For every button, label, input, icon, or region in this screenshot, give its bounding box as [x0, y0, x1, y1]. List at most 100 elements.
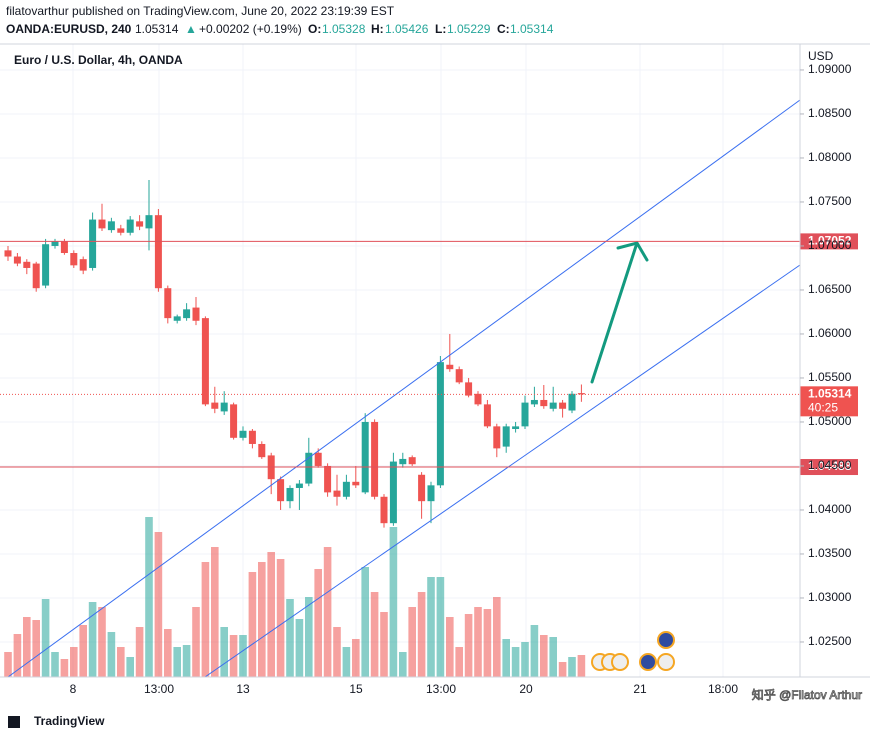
candle-body	[389, 461, 397, 524]
last: 1.05314	[135, 22, 179, 36]
candle-body	[220, 402, 228, 412]
volume-bar	[23, 617, 31, 677]
volume-bar	[60, 659, 69, 677]
volume-bar	[530, 625, 539, 677]
volume-bar	[4, 652, 12, 677]
volume-bar	[455, 647, 463, 677]
logo: TradingView	[8, 714, 105, 728]
c-label: C:	[497, 22, 510, 36]
volume-bar	[361, 567, 369, 677]
volume-bar	[248, 572, 257, 677]
volume-bar	[352, 639, 360, 677]
candle-body	[277, 479, 285, 502]
y-tick-label: 1.03000	[808, 590, 852, 604]
candle-body	[154, 215, 162, 289]
volume-bar	[370, 592, 379, 677]
candle-body	[13, 256, 21, 264]
y-tick-label: 1.05000	[808, 414, 852, 428]
channel-lower	[204, 264, 801, 678]
y-tick-label: 1.05500	[808, 370, 852, 384]
volume-bar	[399, 652, 407, 677]
volume-bar	[502, 639, 510, 677]
c-value: 1.05314	[510, 22, 554, 36]
volume-bar	[436, 577, 445, 677]
volume-bar	[41, 599, 50, 677]
candle-body	[502, 426, 510, 447]
volume-bar	[577, 655, 586, 677]
level-label-box	[800, 233, 858, 250]
volume-bar	[211, 547, 219, 677]
candle-body	[164, 288, 172, 319]
candle-body	[418, 474, 426, 502]
y-tick-label: 1.02500	[808, 634, 852, 648]
volume-bar	[408, 607, 416, 677]
volume-bar	[314, 569, 322, 677]
volume-bar	[192, 607, 200, 677]
current-price-box	[800, 386, 858, 417]
candle-body	[211, 402, 219, 409]
volume-bar	[229, 635, 238, 677]
volume-bar	[521, 642, 529, 677]
candle-body	[89, 219, 97, 268]
volume-bar	[145, 517, 153, 677]
volume-bar	[511, 647, 520, 677]
y-tick-label: 1.04500	[808, 458, 852, 472]
candle-body	[465, 382, 473, 396]
volume-bar	[126, 657, 134, 677]
channel-upper	[7, 99, 801, 678]
volume	[4, 517, 586, 677]
candle-body	[521, 402, 529, 427]
volume-bar	[323, 547, 332, 677]
x-tick-label: 21	[633, 682, 647, 696]
y-tick-label: 1.08000	[808, 150, 852, 164]
level-label: 1.07052	[808, 234, 852, 248]
volume-bar	[276, 559, 285, 677]
volume-bar	[173, 647, 181, 677]
candle-body	[427, 485, 435, 502]
candle-body	[512, 426, 520, 430]
candle-body	[70, 253, 78, 266]
candle-body	[42, 244, 50, 286]
x-tick-label: 8	[70, 682, 77, 696]
candle-body	[446, 364, 454, 370]
o-label: O:	[308, 22, 321, 36]
candle-body	[577, 393, 585, 395]
logo-text: TradingView	[34, 714, 105, 728]
volume-bar	[154, 532, 163, 677]
volume-bar	[164, 629, 172, 677]
h-label: H:	[371, 22, 384, 36]
volume-bar	[267, 552, 275, 677]
candle-body	[352, 481, 360, 486]
current-price-label: 1.05314	[808, 387, 852, 401]
volume-bar	[70, 647, 78, 677]
level-label: 1.04488	[808, 459, 852, 473]
candle-body	[295, 483, 303, 488]
candle-body	[455, 369, 463, 383]
candle-body	[436, 362, 444, 486]
level-label-box	[800, 459, 858, 476]
y-tick-label: 1.09000	[808, 62, 852, 76]
volume-bar	[474, 607, 482, 677]
header-quote: OANDA:EURUSD, 240 1.05314 ▲ +0.00202 (+0…	[6, 22, 554, 36]
countdown: 40:25	[808, 401, 838, 415]
y-tick-label: 1.04000	[808, 502, 852, 516]
change: +0.00202 (+0.19%)	[199, 22, 302, 36]
l-value: 1.05229	[447, 22, 491, 36]
volume-bar	[13, 634, 22, 677]
candle-body	[201, 318, 209, 405]
candle-body	[230, 404, 238, 438]
candle-body	[126, 219, 134, 233]
candle-body	[248, 430, 256, 444]
candle-body	[493, 426, 501, 449]
candle-body	[258, 443, 266, 458]
candle-body	[145, 215, 153, 229]
volume-bar	[286, 599, 294, 677]
y-tick-label: 1.08500	[808, 106, 852, 120]
volume-bar	[446, 617, 454, 677]
o-value: 1.05328	[322, 22, 366, 36]
volume-bar	[51, 652, 59, 677]
volume-bar	[117, 647, 125, 677]
l-label: L:	[435, 22, 446, 36]
